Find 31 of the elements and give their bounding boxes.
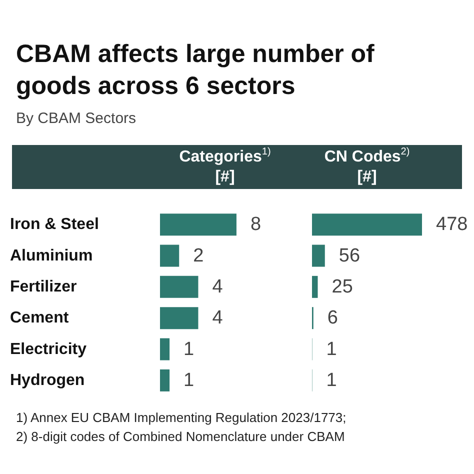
data-label: 25 <box>332 276 353 298</box>
bar <box>312 276 318 298</box>
bar <box>160 276 198 298</box>
bar <box>312 244 325 267</box>
data-label: 4 <box>212 276 224 298</box>
data-label: 478 <box>436 214 468 236</box>
bar <box>312 214 422 236</box>
data-label: 4 <box>212 308 224 329</box>
chart-title: CBAM affects large number of goods across 6 sectors <box>16 39 376 102</box>
data-label: 1 <box>184 370 194 391</box>
data-label: 8 <box>250 214 262 236</box>
bar <box>160 214 236 236</box>
chart-subtitle: By CBAM Sectors <box>16 110 136 127</box>
data-label: 2 <box>193 245 204 266</box>
y-tick-label: Cement <box>10 310 70 327</box>
y-tick-label: Hydrogen <box>10 372 85 389</box>
y-tick-label: Electricity <box>10 340 87 358</box>
bar <box>160 369 170 392</box>
data-label: 1 <box>326 338 337 360</box>
data-label: 1 <box>326 370 337 391</box>
bar <box>160 307 198 330</box>
y-tick-label: Fertilizer <box>10 278 77 296</box>
text: 1) Annex EU CBAM Implementing Regulation 2023/1773; <box>16 409 346 427</box>
bar <box>160 338 170 360</box>
y-tick-label: Iron & Steel <box>10 216 99 234</box>
bar <box>160 244 180 267</box>
text: 2) 8-digit codes of Combined Nomenclature under CBAM <box>16 428 346 446</box>
data-label: 1 <box>184 338 194 360</box>
data-label: 6 <box>327 308 338 329</box>
y-tick-label: Aluminium <box>10 247 93 264</box>
data-label: 56 <box>338 245 360 266</box>
